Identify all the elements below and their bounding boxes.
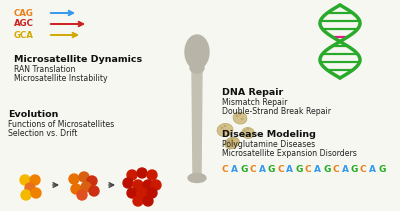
Circle shape [137,188,147,198]
Text: G: G [240,165,248,174]
Ellipse shape [240,118,244,120]
Text: C: C [277,165,284,174]
Ellipse shape [232,143,236,145]
Text: A: A [342,165,348,174]
Circle shape [147,188,157,198]
Text: C: C [360,165,367,174]
Text: A: A [259,165,266,174]
Ellipse shape [226,130,228,132]
Circle shape [143,180,153,190]
Text: G: G [351,165,358,174]
Ellipse shape [217,123,233,137]
Text: G: G [323,165,330,174]
Text: Microsatellite Dynamics: Microsatellite Dynamics [14,55,142,64]
Text: C: C [250,165,256,174]
Ellipse shape [242,127,254,138]
Text: A: A [369,165,376,174]
Circle shape [123,178,133,188]
Text: RAN Translation: RAN Translation [14,65,76,74]
Circle shape [127,188,137,198]
Text: DNA Repair: DNA Repair [222,88,283,97]
Ellipse shape [248,133,252,135]
Circle shape [77,190,87,200]
Ellipse shape [233,112,247,124]
Ellipse shape [244,130,246,132]
Ellipse shape [224,125,226,127]
Text: G: G [296,165,303,174]
Circle shape [143,196,153,206]
Ellipse shape [225,137,239,149]
Text: A: A [286,165,293,174]
Ellipse shape [228,140,230,142]
Text: C: C [222,165,229,174]
Ellipse shape [246,128,250,130]
Text: Selection vs. Drift: Selection vs. Drift [8,129,77,138]
Ellipse shape [238,113,242,115]
Ellipse shape [190,63,204,73]
Circle shape [151,180,161,190]
Ellipse shape [230,138,234,140]
Text: Disease Modeling: Disease Modeling [222,130,316,139]
Text: Double-Strand Break Repair: Double-Strand Break Repair [222,107,331,116]
Circle shape [30,175,40,185]
Text: C: C [332,165,339,174]
Circle shape [81,182,91,192]
Ellipse shape [185,35,209,69]
Ellipse shape [236,115,238,117]
Circle shape [20,175,30,185]
Circle shape [89,186,99,196]
Circle shape [79,172,89,182]
Circle shape [137,168,147,178]
Circle shape [69,174,79,184]
Text: C: C [305,165,312,174]
Circle shape [127,170,137,180]
Circle shape [133,180,143,190]
Circle shape [21,190,31,200]
Text: CAG: CAG [14,8,34,18]
Circle shape [31,188,41,198]
Ellipse shape [188,173,206,183]
Text: GCA: GCA [14,31,34,39]
Text: A: A [231,165,238,174]
Circle shape [25,183,35,193]
Text: Mismatch Repair: Mismatch Repair [222,98,287,107]
Circle shape [87,176,97,186]
Circle shape [71,184,81,194]
Text: G: G [268,165,275,174]
Text: A: A [314,165,321,174]
Polygon shape [192,72,202,175]
Text: Microsatellite Instability: Microsatellite Instability [14,74,108,83]
Text: Polyglutamine Diseases: Polyglutamine Diseases [222,140,315,149]
Text: AGC: AGC [14,19,34,28]
Text: Evolution: Evolution [8,110,58,119]
Text: Microsatellite Expansion Disorders: Microsatellite Expansion Disorders [222,149,357,158]
Circle shape [147,170,157,180]
Circle shape [133,196,143,206]
Ellipse shape [220,127,224,129]
Text: Functions of Microsatellites: Functions of Microsatellites [8,120,114,129]
Text: G: G [378,165,386,174]
